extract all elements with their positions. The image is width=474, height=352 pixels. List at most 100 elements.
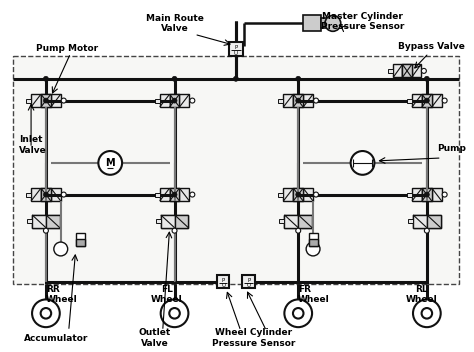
Bar bbox=[309, 233, 318, 246]
Circle shape bbox=[32, 300, 60, 327]
Bar bbox=[303, 94, 313, 107]
Bar bbox=[217, 275, 229, 288]
Bar bbox=[422, 188, 432, 201]
Circle shape bbox=[314, 192, 319, 197]
Text: Pump Motor: Pump Motor bbox=[36, 44, 98, 53]
Bar bbox=[422, 94, 432, 107]
Bar bbox=[41, 94, 51, 107]
Bar bbox=[422, 94, 432, 107]
Bar bbox=[13, 56, 458, 284]
Bar bbox=[27, 219, 32, 223]
Bar bbox=[303, 15, 321, 31]
Bar bbox=[170, 94, 180, 107]
Bar bbox=[278, 99, 283, 102]
Bar bbox=[422, 188, 432, 201]
Bar bbox=[412, 188, 422, 201]
Circle shape bbox=[172, 228, 177, 233]
Bar bbox=[32, 215, 60, 228]
Text: U: U bbox=[234, 51, 238, 56]
Circle shape bbox=[44, 192, 48, 197]
Bar bbox=[156, 219, 161, 223]
Bar bbox=[298, 215, 312, 228]
Bar bbox=[407, 193, 412, 196]
Bar bbox=[412, 94, 422, 107]
Circle shape bbox=[190, 98, 195, 103]
Text: U: U bbox=[247, 283, 251, 288]
Circle shape bbox=[172, 76, 177, 81]
Bar bbox=[170, 94, 180, 107]
Bar bbox=[388, 69, 393, 73]
Bar bbox=[46, 215, 60, 228]
Bar bbox=[432, 94, 442, 107]
Text: Pump: Pump bbox=[437, 144, 465, 152]
Circle shape bbox=[421, 68, 426, 73]
Bar bbox=[170, 188, 180, 201]
Circle shape bbox=[54, 242, 68, 256]
Circle shape bbox=[424, 76, 429, 81]
Circle shape bbox=[424, 228, 429, 233]
Circle shape bbox=[99, 151, 122, 175]
Circle shape bbox=[61, 98, 66, 103]
Text: U: U bbox=[221, 283, 225, 288]
Circle shape bbox=[296, 228, 301, 233]
Circle shape bbox=[233, 76, 238, 81]
Bar bbox=[180, 188, 190, 201]
Circle shape bbox=[306, 242, 320, 256]
Circle shape bbox=[169, 308, 180, 319]
Bar bbox=[161, 215, 174, 228]
Bar bbox=[303, 188, 313, 201]
Text: Main Route
Valve: Main Route Valve bbox=[146, 14, 203, 33]
Bar bbox=[278, 193, 283, 196]
Circle shape bbox=[44, 228, 48, 233]
Text: RL
Wheel: RL Wheel bbox=[406, 285, 438, 304]
Bar bbox=[161, 215, 188, 228]
Bar bbox=[393, 64, 402, 77]
Bar bbox=[26, 99, 31, 102]
Circle shape bbox=[424, 192, 429, 197]
Bar bbox=[76, 239, 85, 246]
Bar bbox=[41, 188, 51, 201]
Circle shape bbox=[424, 98, 429, 103]
Bar bbox=[280, 219, 284, 223]
Bar bbox=[160, 94, 170, 107]
Text: P: P bbox=[234, 45, 237, 50]
Bar bbox=[407, 99, 412, 102]
Bar bbox=[26, 193, 31, 196]
Bar bbox=[229, 42, 243, 56]
Text: Master Cylinder
Pressure Sensor: Master Cylinder Pressure Sensor bbox=[321, 12, 404, 31]
Bar bbox=[412, 64, 421, 77]
Bar bbox=[293, 188, 303, 201]
Bar bbox=[41, 188, 51, 201]
Bar bbox=[160, 188, 170, 201]
Bar bbox=[402, 64, 412, 77]
Bar bbox=[32, 215, 46, 228]
Text: Bypass Valve: Bypass Valve bbox=[398, 42, 465, 51]
Circle shape bbox=[190, 192, 195, 197]
Text: Outlet
Valve: Outlet Valve bbox=[138, 328, 171, 348]
Circle shape bbox=[442, 98, 447, 103]
Text: M: M bbox=[105, 158, 115, 168]
Circle shape bbox=[325, 15, 341, 31]
Circle shape bbox=[413, 300, 441, 327]
Bar bbox=[408, 219, 413, 223]
Circle shape bbox=[296, 98, 301, 103]
Circle shape bbox=[314, 98, 319, 103]
Circle shape bbox=[296, 192, 301, 197]
Circle shape bbox=[351, 151, 374, 175]
Circle shape bbox=[172, 192, 177, 197]
Circle shape bbox=[284, 300, 312, 327]
Text: P: P bbox=[247, 278, 250, 283]
Bar bbox=[283, 94, 293, 107]
Bar bbox=[427, 215, 441, 228]
Bar bbox=[170, 188, 180, 201]
Text: Wheel Cylinder
Pressure Sensor: Wheel Cylinder Pressure Sensor bbox=[212, 328, 295, 348]
Circle shape bbox=[293, 308, 303, 319]
Bar bbox=[31, 94, 41, 107]
Text: FL
Wheel: FL Wheel bbox=[151, 285, 182, 304]
Bar bbox=[283, 188, 293, 201]
Bar bbox=[321, 18, 329, 29]
Bar bbox=[155, 99, 160, 102]
Circle shape bbox=[44, 76, 48, 81]
Bar bbox=[293, 188, 303, 201]
Bar bbox=[41, 94, 51, 107]
